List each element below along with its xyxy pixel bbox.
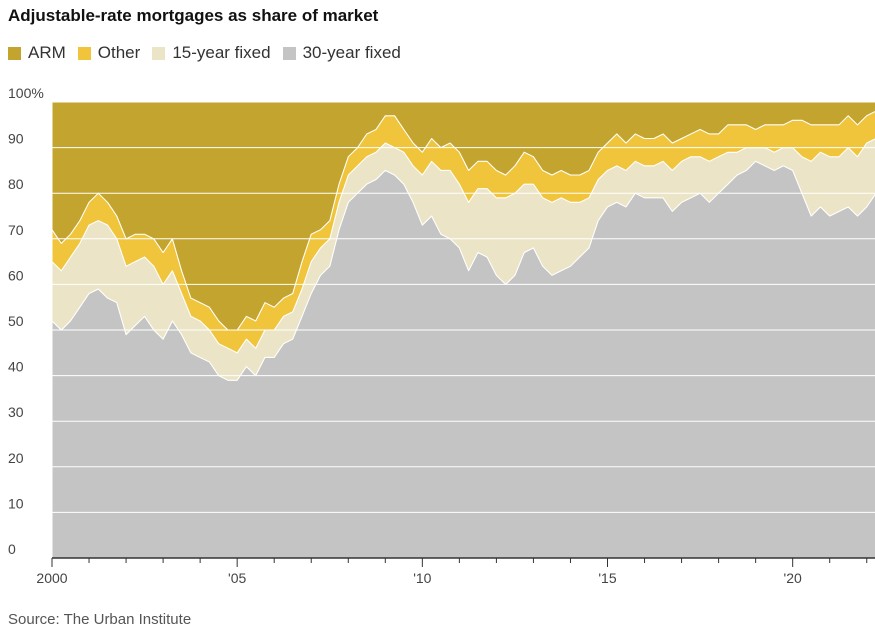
y-tick-label: 70 bbox=[8, 222, 24, 238]
y-tick-label: 90 bbox=[8, 131, 24, 147]
x-tick-label: '05 bbox=[228, 570, 246, 586]
y-tick-label: 80 bbox=[8, 176, 24, 192]
legend-item-other: Other bbox=[77, 43, 141, 63]
legend-swatch-other bbox=[77, 46, 91, 60]
legend-swatch-arm bbox=[8, 46, 21, 60]
x-tick-label: '20 bbox=[784, 570, 802, 586]
x-tick-label: 2000 bbox=[36, 570, 67, 586]
y-tick-label: 10 bbox=[8, 495, 24, 511]
y-tick-label: 0 bbox=[8, 541, 16, 557]
x-tick-label: '10 bbox=[413, 570, 431, 586]
legend-item-arm: ARM bbox=[8, 43, 66, 63]
x-tick-label: '15 bbox=[598, 570, 616, 586]
chart-title: Adjustable-rate mortgages as share of ma… bbox=[8, 6, 379, 25]
legend-swatch-15-year-fixed bbox=[152, 46, 166, 60]
legend-label-30-year-fixed: 30-year fixed bbox=[302, 43, 401, 62]
legend-label-arm: ARM bbox=[28, 43, 66, 62]
y-axis-labels: 100% 90 80 70 60 50 40 30 20 10 0 bbox=[8, 85, 44, 557]
y-tick-label: 50 bbox=[8, 313, 24, 329]
legend-item-30-year-fixed: 30-year fixed bbox=[282, 43, 401, 63]
y-tick-label: 60 bbox=[8, 267, 24, 283]
y-tick-label: 40 bbox=[8, 359, 24, 375]
gridlines bbox=[52, 101, 875, 513]
y-tick-label: 100% bbox=[8, 85, 44, 101]
legend-label-15-year-fixed: 15-year fixed bbox=[172, 43, 271, 62]
x-axis: 2000 '05 '10 '15 '20 bbox=[36, 557, 875, 586]
legend-swatch-30-year-fixed bbox=[282, 46, 296, 60]
legend-item-15-year-fixed: 15-year fixed bbox=[152, 43, 271, 63]
y-tick-label: 20 bbox=[8, 450, 24, 466]
legend: ARM Other 15-year fixed 30-year fixed bbox=[8, 43, 413, 63]
source-note: Source: The Urban Institute bbox=[8, 611, 192, 628]
y-tick-label: 30 bbox=[8, 404, 24, 420]
legend-label-other: Other bbox=[97, 43, 141, 62]
